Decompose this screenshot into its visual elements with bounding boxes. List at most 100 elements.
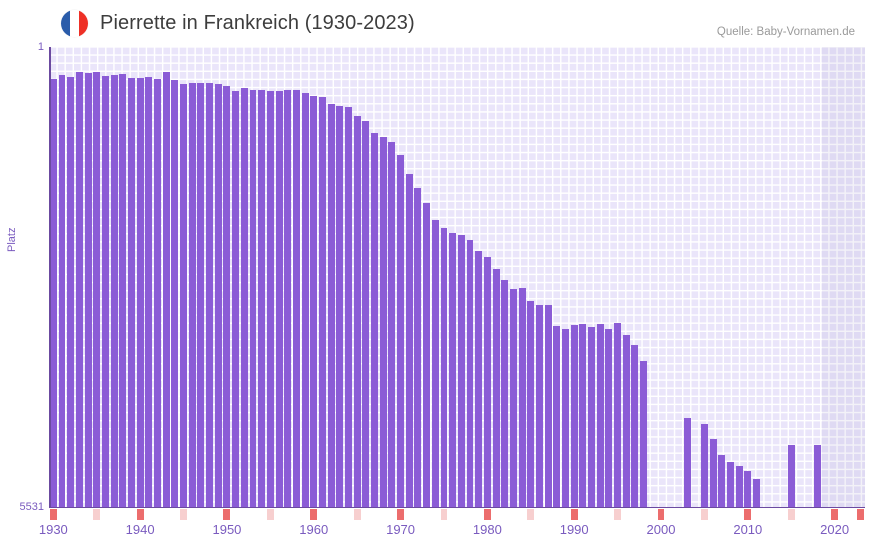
x-axis-tick-marks: [49, 508, 865, 520]
bar: [75, 71, 83, 508]
chart-source-attribution: Quelle: Baby-Vornamen.de: [716, 26, 855, 38]
bar: [127, 78, 135, 508]
x-tick-minor: [700, 508, 708, 520]
bar: [753, 478, 760, 508]
x-tick-major: [857, 508, 865, 520]
x-tick-minor: [180, 508, 188, 520]
bar: [588, 327, 596, 508]
bar: [726, 462, 734, 508]
bar: [180, 83, 188, 508]
x-tick-minor: [527, 508, 535, 520]
x-axis-tick-labels: 1930 1940 1950 1960 1970 1980 1990 2000 2010 2020: [39, 522, 865, 544]
bar: [527, 301, 535, 508]
bar: [501, 279, 509, 508]
bar: [318, 96, 326, 508]
bar: [423, 202, 431, 508]
france-flag-icon: [61, 10, 88, 37]
bar: [483, 257, 491, 508]
bar: [596, 323, 604, 508]
bar: [214, 84, 222, 508]
x-tick-label: 1930: [38, 522, 68, 537]
bar: [562, 328, 569, 508]
bar: [266, 91, 274, 508]
chart-header: Pierrette in Frankreich (1930-2023) Quel…: [0, 0, 873, 47]
bar: [457, 235, 465, 508]
bar: [58, 75, 66, 508]
bar: [579, 323, 587, 508]
flag-stripe-red: [78, 10, 88, 37]
bar: [388, 141, 396, 508]
bar: [614, 322, 622, 508]
y-axis-tick-top: 1: [37, 41, 44, 53]
x-tick-label: 1960: [299, 522, 329, 537]
bar: [101, 76, 109, 508]
bar: [154, 78, 161, 508]
bar: [371, 133, 378, 508]
bar: [206, 83, 214, 508]
bar: [787, 445, 795, 508]
bar: [631, 345, 639, 508]
bar: [197, 83, 205, 508]
bar: [475, 251, 483, 508]
bar: [258, 90, 266, 508]
bar: [301, 93, 309, 508]
x-tick-major: [570, 508, 578, 520]
bar: [223, 86, 231, 508]
x-tick-major: [310, 508, 318, 520]
bars-layer: [49, 47, 865, 508]
bar: [544, 305, 552, 508]
bar: [240, 88, 248, 508]
bar: [353, 116, 361, 508]
bar: [397, 155, 405, 508]
flag-stripe-blue: [61, 10, 70, 37]
x-tick-minor: [266, 508, 274, 520]
bar: [162, 71, 170, 508]
bar: [284, 90, 292, 508]
x-tick-label: 1980: [472, 522, 502, 537]
bar: [275, 90, 283, 508]
bar: [232, 90, 240, 508]
bar: [249, 90, 257, 508]
bar: [345, 106, 352, 508]
x-tick-minor: [787, 508, 795, 520]
y-axis-line: [49, 47, 51, 508]
bar: [700, 423, 708, 508]
bar: [405, 173, 413, 508]
bar: [709, 438, 717, 508]
bar: [735, 466, 743, 508]
bar: [744, 471, 752, 508]
x-tick-major: [223, 508, 231, 520]
bar: [718, 454, 726, 508]
x-tick-major: [136, 508, 144, 520]
bar: [145, 77, 153, 508]
x-tick-major: [397, 508, 405, 520]
x-tick-label: 2000: [646, 522, 676, 537]
bar: [622, 334, 630, 508]
bar: [188, 82, 196, 508]
x-axis-line: [49, 506, 865, 509]
x-tick-major: [744, 508, 752, 520]
bar: [362, 121, 370, 508]
bar: [336, 105, 344, 508]
x-tick-major: [831, 508, 839, 520]
y-axis-title: Platz: [6, 227, 18, 252]
bar: [310, 96, 318, 508]
x-tick-label: 1950: [212, 522, 242, 537]
x-tick-label: 2010: [733, 522, 763, 537]
bar: [119, 74, 127, 508]
bar: [683, 417, 691, 508]
x-tick-label: 1940: [125, 522, 155, 537]
bar: [431, 220, 439, 508]
bar: [379, 136, 387, 508]
bar: [813, 445, 821, 508]
x-tick-minor: [353, 508, 361, 520]
x-tick-label: 1970: [386, 522, 416, 537]
y-axis-tick-bottom: 5531: [19, 501, 44, 513]
plot-area: [49, 47, 865, 508]
bar: [553, 326, 561, 508]
chart-title: Pierrette in Frankreich (1930-2023): [100, 12, 415, 34]
bar: [570, 324, 578, 508]
bar: [492, 268, 500, 508]
bar: [49, 78, 57, 508]
bar: [84, 72, 92, 508]
